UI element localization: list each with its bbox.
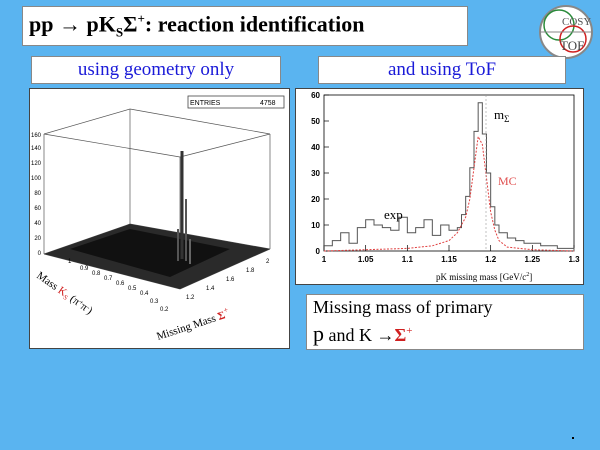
- y-tick: 1: [68, 259, 72, 265]
- y-tick: 0.3: [150, 299, 159, 305]
- y-tick: 0.6: [116, 281, 125, 287]
- y-tick-label: 50: [311, 117, 320, 126]
- title-sigma: Σ: [123, 11, 138, 37]
- z-tick: 100: [31, 176, 42, 182]
- label-exp: exp: [384, 207, 403, 222]
- label-geometry-only: using geometry only: [31, 56, 281, 84]
- y-tick-label: 30: [311, 169, 320, 178]
- x-tick: 1.8: [246, 268, 255, 274]
- slide-title-box: pp → pKSΣ+: reaction identification: [22, 6, 468, 46]
- caption-arrow: →: [376, 325, 395, 345]
- z-tick: 0: [38, 251, 42, 257]
- z-tick: 160: [31, 133, 42, 139]
- x-tick: 1.6: [226, 277, 235, 283]
- caption-line-1: Missing mass of primary: [313, 297, 493, 317]
- title-text: pp: [29, 11, 59, 37]
- caption-text: and K: [324, 325, 377, 345]
- z-tick: 140: [31, 146, 42, 152]
- y-tick: 0.2: [160, 307, 169, 313]
- title-text: pK: [80, 11, 116, 37]
- x-tick: 1.4: [206, 286, 215, 292]
- z-tick: 120: [31, 161, 42, 167]
- y-tick: 0.7: [104, 276, 113, 282]
- title-sup: +: [137, 11, 145, 26]
- y-tick: 0.8: [92, 271, 101, 277]
- caption-sup: +: [406, 325, 413, 337]
- z-tick: 80: [34, 191, 41, 197]
- title-arrow: →: [58, 11, 81, 37]
- y-tick: 0.5: [128, 286, 137, 292]
- y-axis-label: Mass KS (π+π-): [34, 270, 95, 318]
- slide-title: pp → pKSΣ+: reaction identification: [29, 11, 364, 41]
- x-tick-label: 1: [322, 255, 327, 264]
- mc-histogram-line: [323, 134, 575, 252]
- z-tick: 20: [34, 236, 41, 242]
- caption-line-2: p and K →Σ+: [313, 321, 413, 347]
- y-tick-label: 40: [311, 143, 320, 152]
- z-tick: 40: [34, 221, 41, 227]
- logo-text-cosy: COSY: [562, 16, 591, 28]
- caption-sigma: Σ: [394, 325, 407, 345]
- caption-box: Missing mass of primary p and K →Σ+: [306, 294, 584, 350]
- y-tick-label: 0: [316, 247, 321, 256]
- y-tick: 0.9: [80, 266, 89, 272]
- x-tick-label: 1.15: [441, 255, 457, 264]
- z-tick: 60: [34, 206, 41, 212]
- x-tick-label: 1.25: [525, 255, 541, 264]
- x-tick-label: 1.2: [485, 255, 497, 264]
- x-tick: 2: [266, 259, 270, 265]
- title-text: : reaction identification: [144, 11, 365, 37]
- missing-mass-histogram-panel: 0 10 20 30 40 50 60 1 1.05 1.1 1.15 1.2 1.25 1.3 mΣ …: [295, 88, 584, 285]
- y-tick-label: 20: [311, 195, 320, 204]
- label-m-sigma: mΣ: [494, 107, 509, 124]
- logo-text-tof: TOF: [560, 38, 584, 53]
- label-using-tof: and using ToF: [318, 56, 566, 84]
- exp-histogram-line: [324, 102, 575, 251]
- lego-plot: ENTRIES 4758 0 20 40 60: [30, 89, 289, 348]
- stats-value: 4758: [260, 100, 276, 107]
- x-tick-label: 1.05: [358, 255, 374, 264]
- cosy-tof-logo: COSY TOF: [539, 5, 593, 59]
- y-tick: 0.4: [140, 291, 149, 297]
- title-sub: S: [115, 24, 124, 40]
- x-tick-label: 1.1: [402, 255, 414, 264]
- y-tick-label: 60: [311, 91, 320, 100]
- stats-label: ENTRIES: [190, 100, 221, 107]
- label-mc: MC: [498, 174, 517, 188]
- x-tick: 1.2: [186, 295, 195, 301]
- stats-box: [187, 95, 285, 109]
- x-tick-label: 1.3: [568, 255, 580, 264]
- lego-plot-panel: ENTRIES 4758 0 20 40 60: [29, 88, 290, 349]
- hist-x-axis-label: pK missing mass [GeV/c2]: [436, 272, 532, 282]
- caption-p: p: [313, 321, 324, 346]
- y-tick-label: 10: [311, 221, 320, 230]
- footer-dot: [572, 437, 574, 439]
